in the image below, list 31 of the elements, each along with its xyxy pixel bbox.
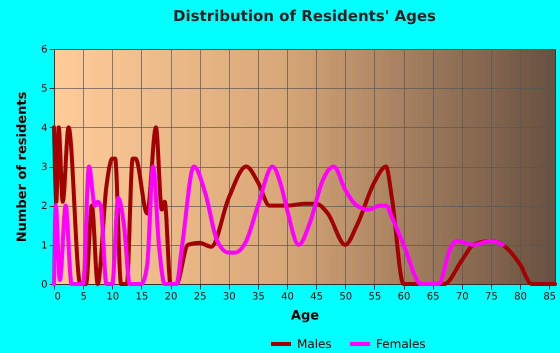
- y-tick-label: 3: [41, 162, 48, 173]
- y-axis-title: Number of residents: [15, 91, 30, 242]
- y-tick-label: 2: [41, 201, 48, 212]
- legend-label: Males: [297, 337, 332, 351]
- x-tick-label: 60: [398, 292, 410, 302]
- x-tick-label: 55: [368, 292, 382, 302]
- x-tick-label: 20: [164, 292, 178, 302]
- x-tick-label: 30: [222, 292, 236, 302]
- x-tick-label: 45: [310, 292, 324, 302]
- y-tick-label: 1: [41, 240, 48, 252]
- x-tick-label: 35: [252, 292, 265, 302]
- x-tick-label: 0: [54, 292, 61, 302]
- x-tick-label: 75: [485, 292, 498, 302]
- legend-label: Females: [376, 337, 426, 351]
- chart-title: Distribution of Residents' Ages: [173, 7, 436, 25]
- x-tick-label: 65: [426, 292, 440, 302]
- x-tick-label: 5: [80, 292, 87, 302]
- line-series: [52, 164, 505, 286]
- x-axis-title: Age: [290, 308, 320, 324]
- x-tick-label: 70: [456, 292, 469, 302]
- x-tick-label: 25: [194, 292, 207, 302]
- x-tick-label: 50: [339, 292, 352, 302]
- x-tick-label: 85: [543, 292, 556, 302]
- x-tick-label: 40: [281, 292, 294, 302]
- y-tick-label: 4: [41, 122, 48, 134]
- x-tick-label: 80: [514, 292, 527, 302]
- x-tick-label: 10: [106, 292, 120, 302]
- y-tick-label: 6: [41, 44, 48, 56]
- y-tick-label: 0: [41, 280, 48, 290]
- y-tick-label: 5: [41, 84, 48, 95]
- x-tick-label: 15: [136, 292, 148, 302]
